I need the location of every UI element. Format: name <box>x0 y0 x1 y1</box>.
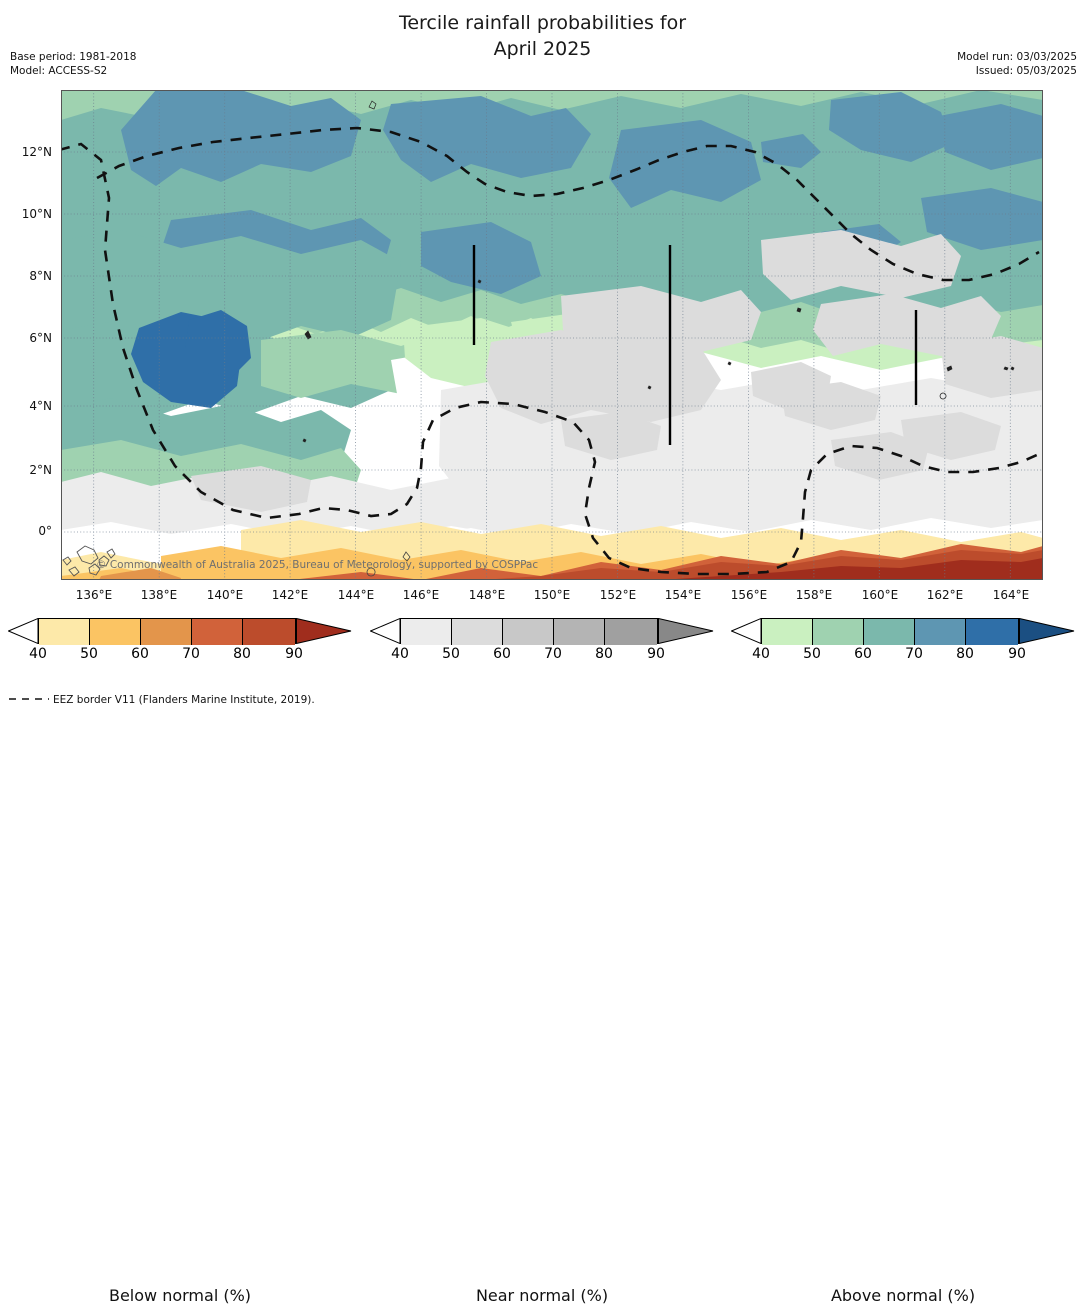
x-axis-label-150E: 150°E <box>533 588 571 602</box>
cb-above-tick-50: 50 <box>803 646 821 662</box>
colorbar-near-swatches <box>400 618 658 645</box>
colorbar-below-left-cap <box>8 618 38 644</box>
title-line-1: Tercile rainfall probabilities for <box>398 12 687 34</box>
map-plot-area <box>61 90 1043 580</box>
cb-near-tick-80: 80 <box>595 646 613 662</box>
issued-label: Issued: 05/03/2025 <box>975 65 1077 77</box>
colorbar-above-title: Above normal (%) <box>830 1286 976 1305</box>
x-axis-label-154E: 154°E <box>664 588 702 602</box>
dashed-line-icon <box>9 698 49 700</box>
cb-above-tick-40: 40 <box>752 646 770 662</box>
eez-legend: EEZ border V11 (Flanders Marine Institut… <box>8 694 315 706</box>
cb-below-tick-60: 60 <box>131 646 149 662</box>
cb-near-tick-70: 70 <box>544 646 562 662</box>
eez-legend-label: EEZ border V11 (Flanders Marine Institut… <box>53 694 315 706</box>
cb-below-tick-70: 70 <box>182 646 200 662</box>
x-axis-label-160E: 160°E <box>861 588 899 602</box>
cb-below-tick-90: 90 <box>285 646 303 662</box>
colorbar-below-normal[interactable]: 40 50 60 70 80 90 Below normal (%) <box>8 618 352 1305</box>
cb-near-tick-60: 60 <box>493 646 511 662</box>
y-axis-label-2N: 2°N <box>29 463 52 477</box>
y-axis-label-12N: 12°N <box>21 145 52 159</box>
y-axis-label-8N: 8°N <box>29 269 52 283</box>
colorbar-near-right-cap <box>658 618 714 644</box>
colorbar-below-title: Below normal (%) <box>108 1286 252 1305</box>
colorbar-below-ticks: 40 50 60 70 80 90 <box>8 644 352 666</box>
copyright-notice: © Commonwealth of Australia 2025, Bureau… <box>96 559 539 571</box>
colorbar-below-right-cap <box>296 618 352 644</box>
x-axis-label-156E: 156°E <box>730 588 768 602</box>
x-axis-label-142E: 142°E <box>271 588 309 602</box>
cb-above-tick-70: 70 <box>905 646 923 662</box>
x-axis-label-148E: 148°E <box>468 588 506 602</box>
x-axis-label-152E: 152°E <box>599 588 637 602</box>
cb-below-tick-40: 40 <box>29 646 47 662</box>
base-period-label: Base period: 1981-2018 <box>10 51 137 63</box>
x-axis-label-158E: 158°E <box>795 588 833 602</box>
colorbar-above-swatches <box>761 618 1019 645</box>
page-title: Tercile rainfall probabilities for April… <box>0 10 1085 62</box>
tercile-probability-map <box>61 90 1043 580</box>
y-axis-label-6N: 6°N <box>29 331 52 345</box>
cb-below-tick-80: 80 <box>233 646 251 662</box>
colorbar-above-ticks: 40 50 60 70 80 90 <box>731 644 1075 666</box>
x-axis-label-138E: 138°E <box>140 588 178 602</box>
model-run-label: Model run: 03/03/2025 <box>957 51 1077 63</box>
y-axis-label-4N: 4°N <box>29 399 52 413</box>
colorbar-above-normal[interactable]: 40 50 60 70 80 90 Above normal (%) <box>731 618 1075 1305</box>
x-axis-label-162E: 162°E <box>926 588 964 602</box>
colorbar-near-left-cap <box>370 618 400 644</box>
cb-near-tick-40: 40 <box>391 646 409 662</box>
colorbar-near-ticks: 40 50 60 70 80 90 <box>370 644 714 666</box>
eez-border-line <box>61 126 1040 576</box>
cb-above-tick-80: 80 <box>956 646 974 662</box>
x-axis-label-164E: 164°E <box>992 588 1030 602</box>
model-label: Model: ACCESS-S2 <box>10 65 108 77</box>
metadata-left: Base period: 1981-2018 Model: ACCESS-S2 <box>10 50 136 78</box>
colorbar-above-left-cap <box>731 618 761 644</box>
x-axis-label-146E: 146°E <box>402 588 440 602</box>
colorbar-near-normal[interactable]: 40 50 60 70 80 90 Near normal (%) <box>370 618 714 1305</box>
colorbar-below-swatches <box>38 618 296 645</box>
colorbar-above-right-cap <box>1019 618 1075 644</box>
cb-near-tick-50: 50 <box>442 646 460 662</box>
colorbar-near-title: Near normal (%) <box>475 1286 609 1305</box>
cb-near-tick-90: 90 <box>647 646 665 662</box>
cb-above-tick-60: 60 <box>854 646 872 662</box>
metadata-right: Model run: 03/03/2025 Issued: 05/03/2025 <box>957 50 1077 78</box>
cb-below-tick-50: 50 <box>80 646 98 662</box>
title-line-2: April 2025 <box>493 38 592 60</box>
x-axis-label-144E: 144°E <box>337 588 375 602</box>
cb-above-tick-90: 90 <box>1008 646 1026 662</box>
y-axis-label-0: 0° <box>38 524 52 538</box>
x-axis-label-140E: 140°E <box>206 588 244 602</box>
y-axis-label-10N: 10°N <box>21 207 52 221</box>
eez-border-solid-segments <box>472 245 918 445</box>
x-axis-label-136E: 136°E <box>75 588 113 602</box>
